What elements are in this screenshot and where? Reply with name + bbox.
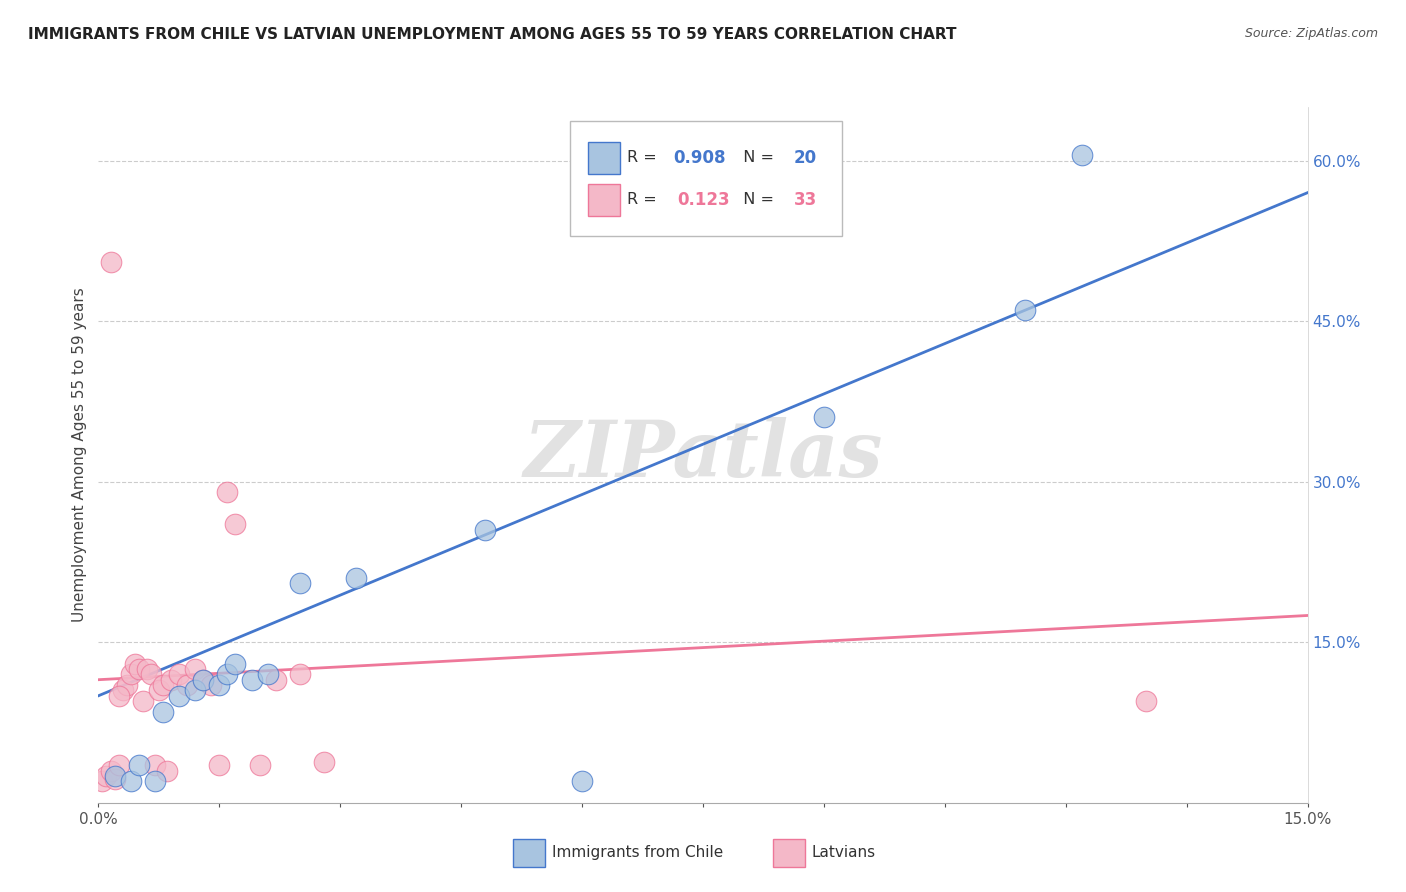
Point [107, 689, 129, 703]
Point [813, 410, 835, 425]
Point [128, 662, 150, 676]
Text: 0.908: 0.908 [673, 149, 725, 167]
Point [176, 678, 198, 692]
Text: R =: R = [627, 151, 662, 165]
Point [100, 764, 122, 778]
Point [120, 667, 142, 681]
Point [135, 662, 157, 676]
Point [100, 255, 122, 269]
Point [156, 764, 179, 778]
Text: R =: R = [627, 192, 666, 207]
Point [249, 758, 271, 772]
Point [256, 667, 278, 681]
Text: 0.123: 0.123 [678, 191, 730, 209]
Point [288, 667, 311, 681]
Point [115, 678, 138, 692]
Point [288, 576, 311, 591]
Point [184, 683, 207, 698]
Text: N =: N = [734, 192, 779, 207]
Point [224, 517, 246, 532]
Text: ZIPatlas: ZIPatlas [523, 417, 883, 493]
FancyBboxPatch shape [513, 839, 544, 867]
Point [1135, 694, 1157, 708]
Point [143, 774, 166, 789]
Point [264, 673, 287, 687]
Point [111, 683, 134, 698]
Point [314, 755, 336, 769]
Y-axis label: Unemployment Among Ages 55 to 59 years: Unemployment Among Ages 55 to 59 years [72, 287, 87, 623]
Point [1014, 303, 1036, 318]
Point [240, 673, 263, 687]
FancyBboxPatch shape [773, 839, 804, 867]
Point [208, 758, 231, 772]
Point [103, 769, 125, 783]
Point [152, 705, 174, 719]
Point [224, 657, 246, 671]
Point [160, 673, 183, 687]
Text: IMMIGRANTS FROM CHILE VS LATVIAN UNEMPLOYMENT AMONG AGES 55 TO 59 YEARS CORRELAT: IMMIGRANTS FROM CHILE VS LATVIAN UNEMPLO… [28, 27, 956, 42]
Point [143, 758, 166, 772]
Point [107, 758, 129, 772]
Point [217, 667, 239, 681]
Point [184, 662, 207, 676]
Point [474, 523, 496, 537]
Point [139, 667, 162, 681]
Point [103, 772, 125, 787]
Point [1070, 148, 1092, 162]
Point [193, 673, 215, 687]
Point [148, 683, 170, 698]
Point [91, 774, 114, 789]
Point [217, 485, 239, 500]
Text: Immigrants from Chile: Immigrants from Chile [553, 845, 723, 860]
FancyBboxPatch shape [588, 184, 620, 216]
Text: N =: N = [734, 151, 779, 165]
Point [571, 774, 593, 789]
Text: Latvians: Latvians [811, 845, 876, 860]
Point [167, 667, 190, 681]
FancyBboxPatch shape [588, 142, 620, 174]
Point [96, 769, 118, 783]
Point [124, 657, 146, 671]
Point [208, 678, 231, 692]
Point [152, 678, 174, 692]
Point [132, 694, 155, 708]
Point [193, 673, 215, 687]
Point [200, 678, 222, 692]
FancyBboxPatch shape [569, 121, 842, 235]
Text: 33: 33 [793, 191, 817, 209]
Text: Source: ZipAtlas.com: Source: ZipAtlas.com [1244, 27, 1378, 40]
Point [120, 774, 142, 789]
Text: 20: 20 [793, 149, 817, 167]
Point [128, 758, 150, 772]
Point [344, 571, 367, 585]
Point [167, 689, 190, 703]
